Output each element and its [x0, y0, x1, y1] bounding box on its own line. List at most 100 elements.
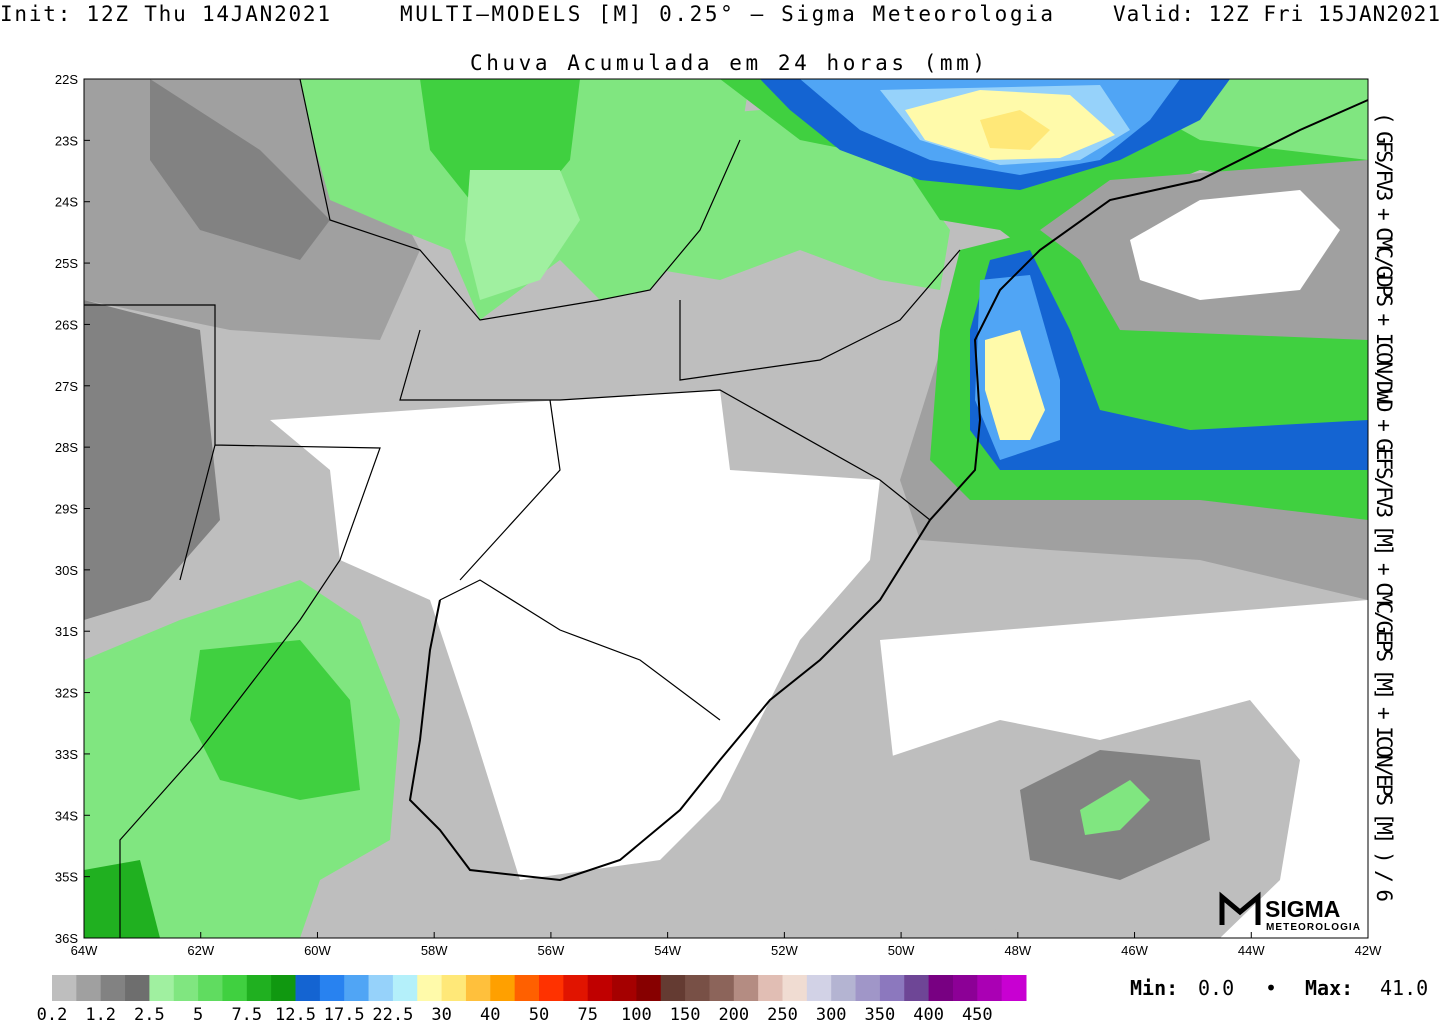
- logo-mark: [1219, 891, 1261, 925]
- map: [83, 78, 1369, 939]
- legend-swatch: [928, 975, 954, 1001]
- legend-swatch: [636, 975, 662, 1001]
- map-field: [84, 79, 1368, 938]
- subtitle: Chuva Acumulada em 24 horas (mm): [470, 51, 985, 75]
- legend-label: 40: [480, 1005, 500, 1022]
- legend-label: 250: [767, 1005, 798, 1022]
- valid-time: Valid: 12Z Fri 15JAN2021: [1113, 2, 1440, 26]
- legend-swatch: [52, 975, 77, 1001]
- legend-swatch: [465, 975, 491, 1001]
- lat-label: 27S: [55, 379, 78, 394]
- logo-name: SIGMA: [1265, 896, 1340, 922]
- legend-swatch: [490, 975, 516, 1001]
- legend-label: 150: [670, 1005, 701, 1022]
- lon-label: 60W: [304, 943, 331, 958]
- legend-label: 100: [621, 1005, 652, 1022]
- lon-label: 64W: [71, 943, 98, 958]
- legend-swatch: [806, 975, 832, 1001]
- logo-subtitle: METEOROLOGIA: [1266, 922, 1360, 933]
- legend-label: 300: [816, 1005, 847, 1022]
- legend-swatch: [246, 975, 272, 1001]
- legend-swatch: [709, 975, 735, 1001]
- legend-label: 75: [577, 1005, 597, 1022]
- lat-label: 36S: [55, 931, 78, 946]
- legend-label: 22.5: [372, 1005, 413, 1022]
- legend-label: 5: [193, 1005, 203, 1022]
- legend-swatch: [76, 975, 102, 1001]
- legend-label: 12.5: [275, 1005, 316, 1022]
- legend-swatch: [319, 975, 345, 1001]
- min-value: 0.0: [1198, 976, 1234, 1000]
- lat-label: 24S: [55, 195, 78, 210]
- legend-swatch: [977, 975, 1003, 1001]
- legend-label: 7.5: [231, 1005, 262, 1022]
- legend-swatch: [100, 975, 126, 1001]
- legend-swatch: [782, 975, 808, 1001]
- legend-swatch: [271, 975, 296, 1001]
- legend-swatch: [612, 975, 637, 1001]
- lat-label: 31S: [55, 624, 78, 639]
- legend-swatch: [514, 975, 540, 1001]
- legend-swatch: [733, 975, 759, 1001]
- legend-swatch: [368, 975, 394, 1001]
- legend-swatch: [685, 975, 710, 1001]
- legend-swatch: [758, 975, 783, 1001]
- legend-swatch: [587, 975, 613, 1001]
- lon-label: 48W: [1004, 943, 1031, 958]
- lon-label: 54W: [654, 943, 681, 958]
- lat-label: 25S: [55, 256, 78, 271]
- lon-label: 50W: [888, 943, 915, 958]
- lon-label: 44W: [1238, 943, 1265, 958]
- legend-swatch: [295, 975, 321, 1001]
- lat-label: 34S: [55, 808, 78, 823]
- lat-label: 33S: [55, 747, 78, 762]
- lat-label: 35S: [55, 870, 78, 885]
- legend-swatch: [149, 975, 175, 1001]
- title: MULTI–MODELS [M] 0.25° – Sigma Meteorolo…: [400, 2, 1053, 26]
- min-label: Min:: [1130, 976, 1178, 1000]
- legend-swatch: [173, 975, 199, 1001]
- legend-label: 2.5: [134, 1005, 165, 1022]
- legend-swatch: [539, 975, 564, 1001]
- legend-label: 17.5: [324, 1005, 365, 1022]
- legend-swatch: [441, 975, 467, 1001]
- legend-swatch: [831, 975, 857, 1001]
- legend-swatch: [952, 975, 978, 1001]
- legend-swatch: [198, 975, 223, 1001]
- legend-label: 400: [913, 1005, 944, 1022]
- legend-swatch: [855, 975, 881, 1001]
- model-list: ( GFS/FV3 + CMC/GDPS + ICON/DWD + GEFS/F…: [1372, 112, 1396, 902]
- logo: SIGMA METEOROLOGIA: [1219, 891, 1360, 933]
- lat-label: 23S: [55, 133, 78, 148]
- color-legend: 0.2 1.2 2.5 5 7.5 12.5 17.5 22.5 30 40 50 75 100 150 2…: [37, 975, 1027, 1022]
- lat-label: 29S: [55, 502, 78, 517]
- lon-label: 42W: [1355, 943, 1382, 958]
- lon-label: 46W: [1121, 943, 1148, 958]
- lat-label: 30S: [55, 563, 78, 578]
- legend-swatch: [879, 975, 905, 1001]
- lat-label: 32S: [55, 686, 78, 701]
- legend-swatch: [904, 975, 930, 1001]
- lon-label: 52W: [771, 943, 798, 958]
- legend-swatch: [1001, 975, 1027, 1001]
- lon-label: 56W: [538, 943, 565, 958]
- legend-swatch: [344, 975, 370, 1001]
- map-lines: [84, 78, 1369, 938]
- lon-label: 62W: [187, 943, 214, 958]
- legend-swatch: [125, 975, 150, 1001]
- lat-label: 28S: [55, 440, 78, 455]
- legend-label: 30: [431, 1005, 451, 1022]
- init-time: Init: 12Z Thu 14JAN2021: [0, 2, 330, 26]
- legend-label: 450: [962, 1005, 993, 1022]
- lat-label: 22S: [55, 72, 78, 87]
- legend-swatch: [417, 975, 443, 1001]
- legend-label: 0.2: [37, 1005, 68, 1022]
- legend-label: 200: [718, 1005, 749, 1022]
- separator: •: [1265, 976, 1277, 1000]
- max-value: 41.0: [1380, 976, 1428, 1000]
- legend-label: 350: [865, 1005, 896, 1022]
- legend-swatch: [563, 975, 589, 1001]
- legend-swatch: [660, 975, 686, 1001]
- legend-label: 1.2: [85, 1005, 116, 1022]
